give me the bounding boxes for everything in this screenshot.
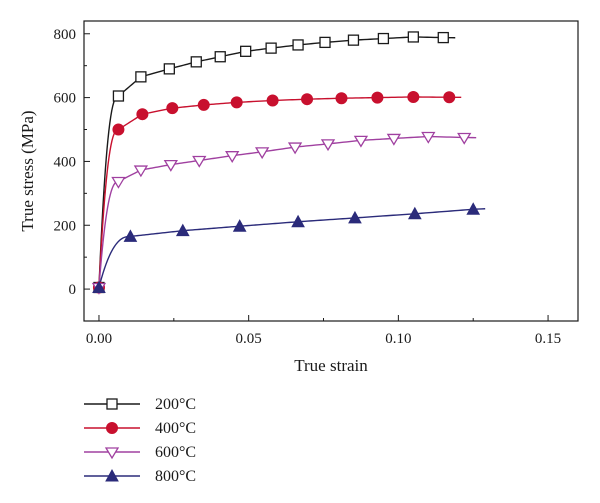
data-point — [192, 155, 207, 168]
y-tick-label: 0 — [69, 282, 77, 298]
data-point — [377, 32, 390, 45]
x-tick-label: 0.15 — [535, 331, 561, 347]
data-point — [407, 90, 420, 103]
data-point — [292, 39, 304, 51]
data-point — [190, 56, 202, 68]
series-line — [98, 208, 486, 288]
series-line — [98, 96, 462, 288]
data-point — [347, 34, 360, 46]
data-point — [320, 139, 336, 152]
data-point — [301, 93, 314, 106]
y-tick-label: 800 — [54, 27, 77, 43]
legend-label: 800°C — [155, 468, 196, 485]
legend-marker — [104, 447, 120, 460]
data-point — [457, 132, 472, 145]
data-point — [163, 63, 175, 75]
data-point — [136, 108, 149, 121]
data-point — [175, 223, 190, 237]
data-point — [371, 91, 384, 104]
data-point — [266, 94, 279, 107]
data-point — [230, 96, 243, 109]
legend-marker — [105, 468, 119, 482]
data-point — [112, 90, 125, 102]
legend: 200°C 400°C 600°C 800°C — [84, 396, 196, 485]
x-tick-label: 0.10 — [385, 331, 411, 347]
data-point — [111, 176, 126, 189]
data-point — [166, 102, 179, 115]
y-tick-label: 600 — [54, 91, 77, 107]
data-point — [197, 98, 210, 111]
data-point — [135, 71, 147, 83]
data-point — [407, 31, 419, 43]
legend-label: 400°C — [155, 420, 196, 437]
data-point — [287, 142, 303, 155]
data-point — [291, 214, 305, 228]
data-point — [353, 135, 369, 148]
legend-marker — [106, 398, 118, 410]
series-line — [98, 135, 477, 288]
data-point — [112, 123, 125, 136]
legend-marker — [106, 422, 118, 434]
data-point — [225, 151, 240, 163]
series-line — [98, 36, 456, 288]
data-point — [214, 51, 226, 63]
data-point — [240, 45, 252, 57]
data-point — [319, 36, 331, 49]
data-point — [407, 206, 422, 220]
y-tick-label: 400 — [54, 154, 77, 170]
data-point — [348, 210, 362, 224]
legend-label: 600°C — [155, 444, 196, 461]
data-point — [335, 92, 348, 105]
x-axis-label: True strain — [294, 356, 368, 375]
data-point — [443, 91, 456, 104]
data-point — [133, 165, 149, 178]
data-point — [254, 147, 270, 160]
data-point — [92, 280, 106, 293]
data-point — [123, 229, 138, 242]
data-point — [265, 42, 277, 54]
data-point — [437, 31, 449, 44]
x-tick-label: 0.00 — [86, 331, 112, 347]
y-tick-label: 200 — [54, 218, 77, 234]
curves — [98, 36, 486, 288]
y-axis-label: True stress (MPa) — [18, 110, 37, 231]
data-point — [232, 219, 247, 232]
data-point — [386, 133, 402, 146]
data-point — [466, 202, 481, 215]
data-point — [163, 159, 178, 172]
legend-label: 200°C — [155, 396, 196, 413]
axis-ticks: 0.00 0.05 0.10 0.15 0 200 400 600 800 — [54, 27, 562, 347]
markers — [91, 31, 481, 295]
x-tick-label: 0.05 — [236, 331, 262, 347]
plot-frame — [83, 20, 579, 322]
data-point — [421, 131, 436, 144]
